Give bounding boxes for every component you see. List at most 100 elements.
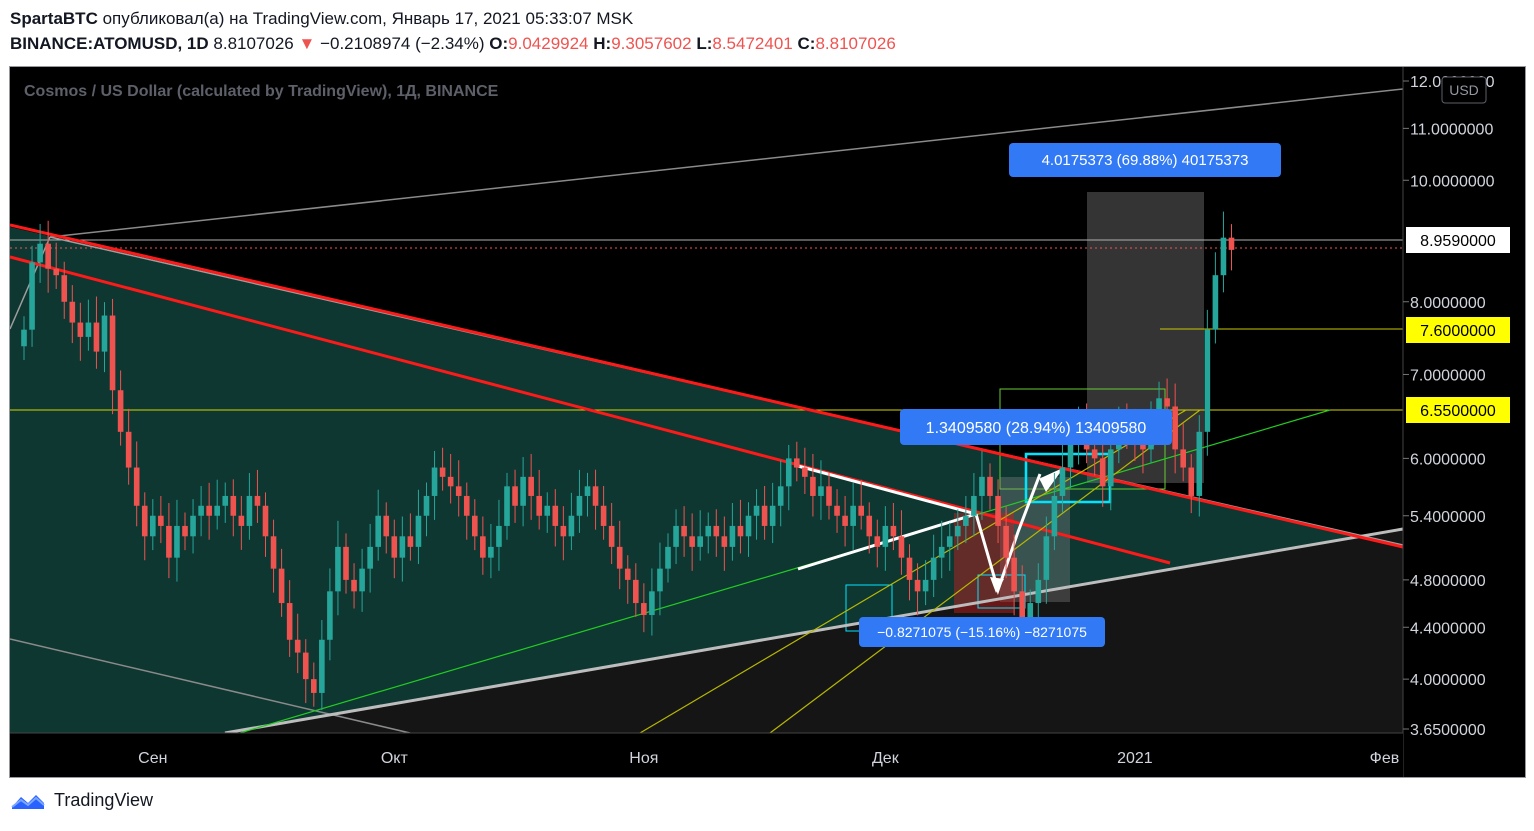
candle-body[interactable]	[383, 515, 390, 537]
candle-body[interactable]	[552, 505, 559, 526]
candle-body[interactable]	[979, 476, 985, 496]
candle-body[interactable]	[294, 639, 301, 653]
candle-body[interactable]	[1180, 449, 1186, 468]
candle-body[interactable]	[343, 546, 349, 580]
candle-body[interactable]	[769, 505, 776, 526]
candle-body[interactable]	[802, 467, 808, 477]
candle-body[interactable]	[649, 591, 655, 616]
candle-body[interactable]	[890, 525, 897, 537]
candle-body[interactable]	[463, 495, 470, 516]
candle-body[interactable]	[955, 525, 961, 537]
candle-body[interactable]	[77, 322, 84, 337]
candle-body[interactable]	[681, 525, 687, 537]
candle-body[interactable]	[198, 505, 204, 516]
candle-body[interactable]	[560, 525, 567, 537]
candle-body[interactable]	[544, 505, 551, 516]
candle-body[interactable]	[206, 505, 212, 516]
candle-body[interactable]	[190, 515, 196, 537]
candle-body[interactable]	[600, 505, 607, 526]
candle-body[interactable]	[689, 536, 695, 547]
candle-body[interactable]	[262, 505, 269, 537]
candle-body[interactable]	[1091, 449, 1098, 459]
candle-body[interactable]	[246, 495, 253, 526]
candle-body[interactable]	[335, 546, 341, 592]
candle-body[interactable]	[753, 505, 760, 516]
upper-channel-line[interactable]	[49, 88, 1404, 238]
candle-body[interactable]	[1204, 329, 1211, 432]
candle-body[interactable]	[729, 525, 736, 547]
measure-label-mid[interactable]: 1.3409580 (28.94%) 13409580	[900, 409, 1172, 445]
candle-body[interactable]	[1099, 458, 1106, 487]
candle-body[interactable]	[85, 322, 92, 337]
candle-body[interactable]	[1003, 525, 1009, 558]
candle-body[interactable]	[898, 536, 905, 558]
candle-body[interactable]	[1019, 591, 1025, 628]
measure-label-low[interactable]: −0.8271075 (−15.16%) −8271075	[859, 617, 1105, 647]
candle-body[interactable]	[713, 525, 720, 537]
candle-body[interactable]	[174, 525, 180, 558]
candle-body[interactable]	[504, 486, 510, 526]
candle-body[interactable]	[158, 515, 164, 526]
candle-body[interactable]	[1051, 495, 1058, 537]
candle-body[interactable]	[512, 486, 518, 506]
candle-body[interactable]	[431, 467, 438, 496]
candle-body[interactable]	[608, 525, 615, 547]
candle-body[interactable]	[697, 536, 703, 547]
candle-body[interactable]	[488, 546, 494, 558]
candle-body[interactable]	[1035, 579, 1042, 604]
candle-body[interactable]	[319, 639, 325, 693]
candle-body[interactable]	[399, 536, 406, 558]
candle-body[interactable]	[1043, 536, 1050, 580]
candle-body[interactable]	[1196, 431, 1203, 496]
candle-body[interactable]	[311, 679, 317, 693]
candle-body[interactable]	[447, 476, 454, 487]
candle-body[interactable]	[633, 579, 639, 604]
candle-body[interactable]	[761, 505, 768, 526]
candle-body[interactable]	[133, 467, 140, 506]
author-name[interactable]: SpartaBTC	[10, 9, 98, 28]
candle-body[interactable]	[286, 603, 293, 640]
candle-body[interactable]	[1067, 440, 1074, 468]
tradingview-logo-icon[interactable]	[10, 791, 46, 811]
candle-body[interactable]	[61, 275, 68, 302]
candle-body[interactable]	[45, 243, 51, 269]
candle-body[interactable]	[230, 495, 237, 516]
candle-body[interactable]	[858, 505, 864, 516]
candle-body[interactable]	[1059, 467, 1066, 496]
projection-path[interactable]	[974, 473, 1042, 595]
candle-body[interactable]	[359, 568, 365, 592]
candle-body[interactable]	[351, 579, 357, 592]
candle-body[interactable]	[109, 315, 116, 391]
candle-body[interactable]	[141, 505, 148, 537]
candle-body[interactable]	[1212, 275, 1219, 330]
candle-body[interactable]	[906, 557, 913, 580]
candle-body[interactable]	[238, 515, 245, 526]
candle-body[interactable]	[254, 495, 261, 506]
candle-body[interactable]	[922, 579, 929, 592]
candle-body[interactable]	[995, 495, 1001, 526]
candle-body[interactable]	[1027, 603, 1034, 628]
candle-body[interactable]	[963, 515, 969, 526]
candle-body[interactable]	[568, 515, 575, 537]
candle-body[interactable]	[117, 390, 124, 432]
candle-body[interactable]	[278, 568, 285, 604]
candle-body[interactable]	[125, 431, 132, 468]
candle-body[interactable]	[842, 515, 848, 526]
candle-body[interactable]	[520, 476, 526, 506]
resistance-trendline-upper[interactable]	[9, 223, 1404, 549]
candle-body[interactable]	[866, 515, 873, 537]
candle-body[interactable]	[37, 243, 43, 263]
candle-body[interactable]	[439, 467, 446, 477]
candle-body[interactable]	[480, 536, 486, 558]
candle-body[interactable]	[214, 505, 220, 516]
candle-body[interactable]	[391, 536, 398, 558]
candle-body[interactable]	[777, 486, 784, 506]
candle-body[interactable]	[182, 525, 188, 537]
candle-body[interactable]	[657, 568, 663, 592]
candle-body[interactable]	[584, 486, 591, 496]
candle-body[interactable]	[834, 505, 840, 516]
candle-body[interactable]	[938, 546, 945, 558]
candle-body[interactable]	[665, 546, 671, 569]
candle-body[interactable]	[874, 536, 881, 547]
candle-body[interactable]	[367, 546, 373, 569]
